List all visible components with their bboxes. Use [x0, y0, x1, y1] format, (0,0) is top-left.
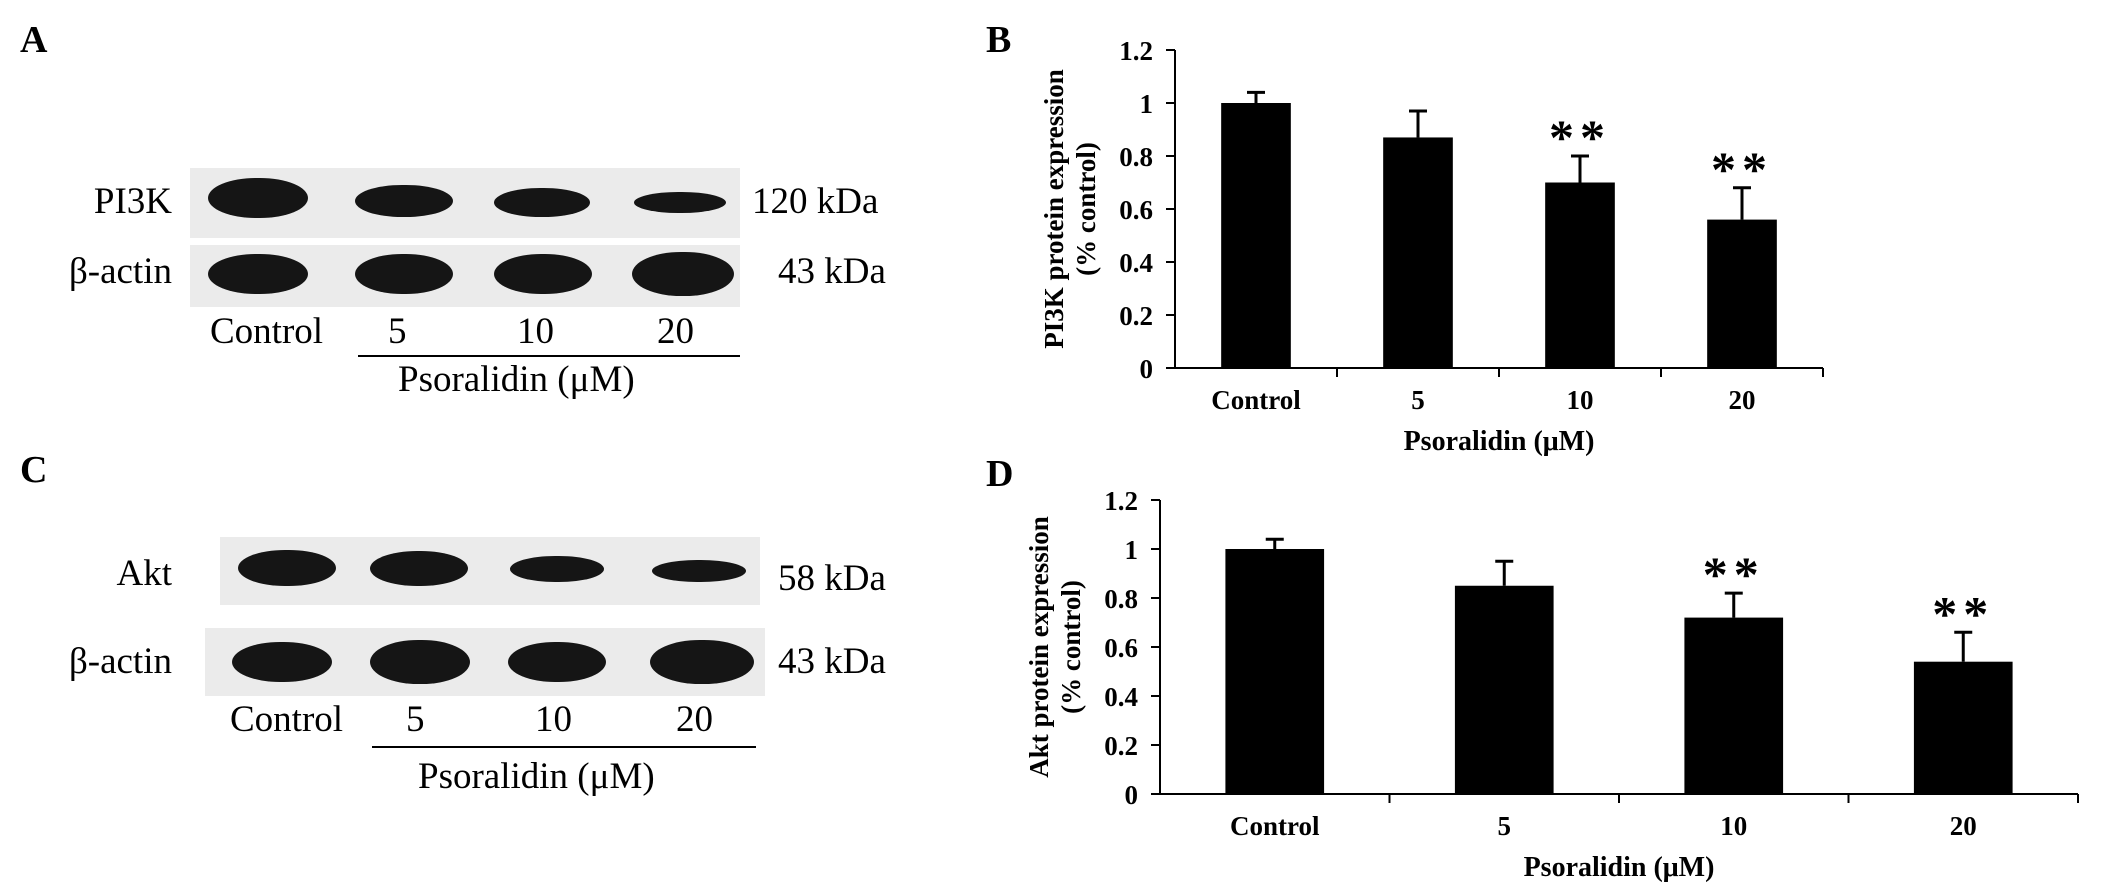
band-pi3k-2 — [355, 185, 453, 217]
x-axis-title-b: Psoralidin (μM) — [1404, 426, 1595, 457]
y-tick-label-b: 0.8 — [1119, 142, 1153, 172]
panel-letter-a: A — [20, 19, 48, 61]
blot-size-pi3k: 120 kDa — [752, 181, 879, 222]
blot-row-label-akt: Akt — [116, 553, 173, 594]
significance-marker-b-3: ** — [1711, 141, 1773, 197]
significance-marker-b-2: ** — [1549, 109, 1611, 165]
bar-b-2 — [1545, 182, 1615, 368]
bar-b-0 — [1221, 103, 1291, 368]
y-tick-label-d: 0.4 — [1104, 682, 1138, 712]
x-axis-title-d: Psoralidin (μM) — [1524, 852, 1715, 883]
x-tick-label-d-1: 5 — [1498, 811, 1512, 841]
y-axis-subtitle-d: (% control) — [1056, 580, 1086, 714]
y-axis-title-b: PI3K protein expression — [1039, 69, 1069, 349]
band-akt-3 — [510, 556, 604, 582]
significance-marker-d-3: ** — [1932, 585, 1994, 641]
band-actin-a-3 — [494, 254, 592, 294]
band-actin-c-1 — [232, 642, 332, 682]
lane-label-a-control: Control — [210, 311, 324, 352]
band-actin-a-1 — [208, 254, 308, 294]
y-tick-label-d: 0.6 — [1104, 633, 1138, 663]
blot-row-label-pi3k: PI3K — [93, 181, 172, 222]
y-tick-label-b: 1 — [1140, 89, 1154, 119]
y-tick-label-d: 1 — [1125, 535, 1139, 565]
band-pi3k-1 — [208, 178, 308, 218]
lane-label-c-20: 20 — [676, 699, 713, 740]
y-tick-label-b: 0.2 — [1119, 301, 1153, 331]
treatment-label-a: Psoralidin (μM) — [398, 359, 635, 400]
lane-label-c-control: Control — [230, 699, 344, 740]
treatment-label-c: Psoralidin (μM) — [418, 756, 655, 797]
blot-size-actin-c: 43 kDa — [778, 641, 886, 682]
band-actin-a-4 — [632, 252, 734, 296]
y-tick-label-b: 0.4 — [1119, 248, 1153, 278]
lane-label-a-5: 5 — [388, 311, 407, 352]
y-tick-label-b: 0.6 — [1119, 195, 1153, 225]
band-actin-c-4 — [650, 640, 754, 684]
x-tick-label-b-1: 5 — [1411, 385, 1425, 415]
y-tick-label-d: 0 — [1125, 780, 1139, 810]
panel-letter-c: C — [20, 449, 48, 491]
y-axis-title-d: Akt protein expression — [1024, 516, 1054, 778]
band-akt-4 — [652, 560, 746, 582]
x-tick-label-b-2: 10 — [1567, 385, 1594, 415]
treatment-bracket-a — [358, 355, 740, 357]
bar-d-3 — [1913, 661, 2013, 794]
x-tick-label-d-2: 10 — [1720, 811, 1747, 841]
band-akt-2 — [370, 551, 468, 586]
blot-row-label-actin-a: β-actin — [68, 251, 172, 292]
lane-label-a-10: 10 — [517, 311, 554, 352]
y-tick-label-b: 0 — [1140, 354, 1154, 384]
blot-row-label-actin-c: β-actin — [68, 641, 172, 682]
y-axis-subtitle-b: (% control) — [1071, 142, 1101, 276]
band-actin-a-2 — [355, 254, 453, 294]
band-pi3k-3 — [494, 188, 590, 217]
x-tick-label-d-3: 20 — [1950, 811, 1977, 841]
band-actin-c-2 — [370, 640, 470, 684]
bar-b-1 — [1383, 137, 1453, 368]
lane-label-c-10: 10 — [535, 699, 572, 740]
treatment-bracket-c — [372, 746, 756, 748]
y-tick-label-b: 1.2 — [1119, 36, 1153, 66]
bar-d-1 — [1454, 585, 1554, 794]
significance-marker-d-2: ** — [1703, 546, 1765, 602]
bar-d-2 — [1684, 617, 1784, 794]
blot-size-actin-a: 43 kDa — [778, 251, 886, 292]
bar-b-3 — [1707, 219, 1777, 368]
panel-letter-b: B — [986, 19, 1012, 61]
bar-d-0 — [1225, 549, 1325, 794]
band-actin-c-3 — [508, 642, 606, 682]
blot-size-akt: 58 kDa — [778, 558, 886, 599]
x-tick-label-b-0: Control — [1211, 385, 1301, 415]
x-tick-label-d-0: Control — [1230, 811, 1320, 841]
x-tick-label-b-3: 20 — [1729, 385, 1756, 415]
band-pi3k-4 — [634, 192, 726, 213]
lane-label-c-5: 5 — [406, 699, 425, 740]
y-tick-label-d: 1.2 — [1104, 486, 1138, 516]
y-tick-label-d: 0.2 — [1104, 731, 1138, 761]
band-akt-1 — [238, 550, 336, 586]
lane-label-a-20: 20 — [657, 311, 694, 352]
panel-letter-d: D — [986, 453, 1014, 495]
y-tick-label-d: 0.8 — [1104, 584, 1138, 614]
